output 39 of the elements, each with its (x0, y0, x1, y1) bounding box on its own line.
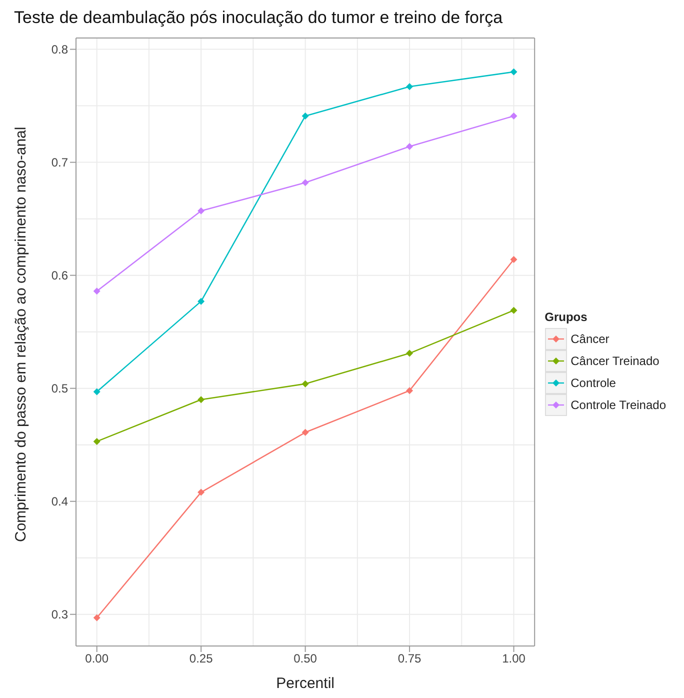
point (93, 288, 100, 295)
x-tick-label: 1.00 (502, 652, 526, 666)
x-tick-label: 0.25 (189, 652, 214, 666)
point (302, 112, 309, 120)
point (198, 488, 205, 496)
point (198, 396, 205, 404)
point (93, 388, 100, 396)
y-tick-label: 0.3 (51, 608, 68, 622)
point (198, 207, 205, 214)
legend-label: Câncer Treinado (570, 354, 660, 368)
point (406, 142, 414, 150)
point (510, 112, 518, 120)
point (510, 68, 518, 76)
point (406, 350, 414, 357)
point (302, 428, 309, 436)
x-axis-title: Percentil (276, 675, 334, 692)
legend-label: Controle (570, 376, 616, 390)
point (302, 179, 309, 186)
y-tick-label: 0.8 (51, 42, 68, 57)
y-tick-label: 0.4 (51, 494, 68, 509)
point (406, 83, 414, 90)
x-tick-label: 0.00 (85, 652, 109, 666)
legend-label: Câncer (570, 332, 610, 346)
chart-title: Teste de deambulação pós inoculação do tumor e treino de força (14, 8, 504, 28)
point (198, 298, 205, 305)
point (93, 438, 100, 445)
x-tick-label: 0.75 (398, 652, 422, 666)
point (406, 387, 414, 394)
point (302, 380, 309, 388)
x-tick-label: 0.50 (294, 652, 318, 666)
y-axis-title: Comprimento do passo em relação ao comprimento naso-anal (12, 126, 30, 542)
legend-label: Controle Treinado (570, 398, 666, 412)
point (510, 306, 518, 314)
point (93, 614, 100, 622)
point (510, 256, 518, 263)
y-tick-label: 0.5 (51, 382, 68, 396)
y-tick-label: 0.7 (51, 156, 68, 170)
legend-title: Grupos (544, 310, 588, 324)
y-tick-label: 0.6 (51, 268, 68, 283)
